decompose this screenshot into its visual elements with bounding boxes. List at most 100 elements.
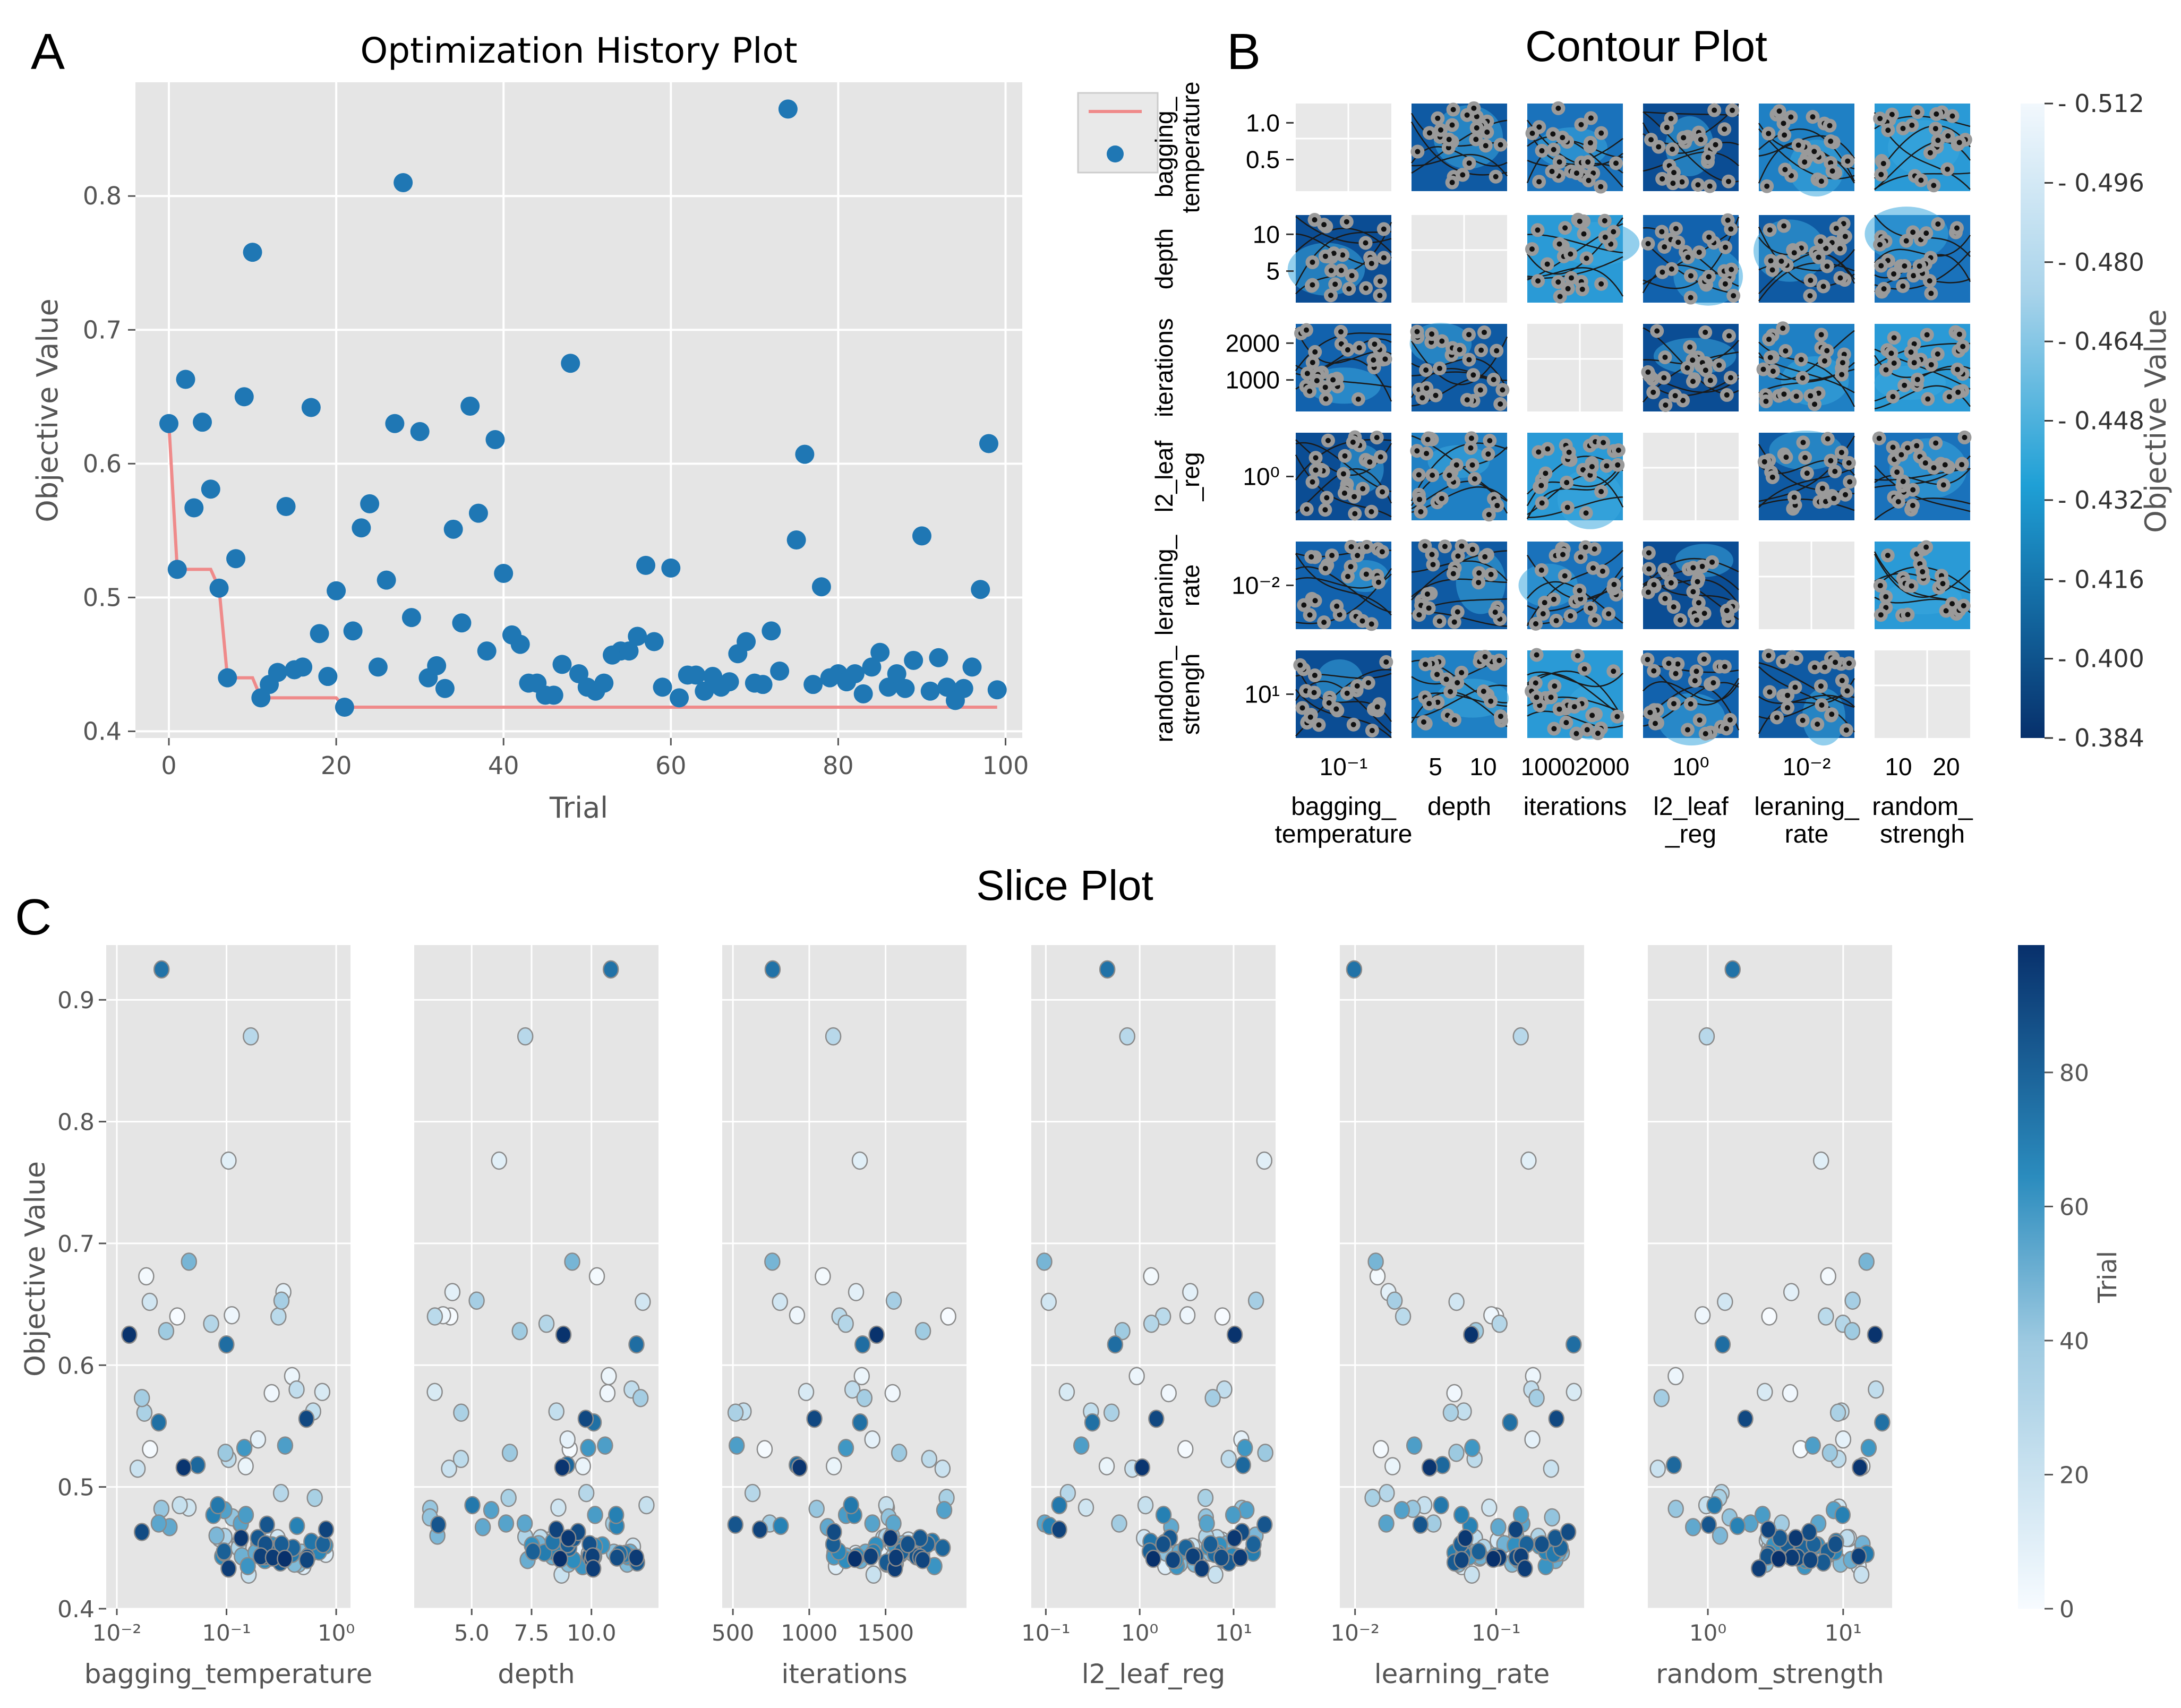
slice-point [921, 1449, 938, 1469]
contour-trial-point [1804, 470, 1810, 476]
contour-trial-point [1645, 657, 1650, 663]
contour-trial-point [1661, 375, 1667, 381]
contour-trial-point [1722, 126, 1727, 132]
contour-trial-point [1466, 332, 1472, 338]
history-point [360, 494, 380, 513]
contour-trial-point [1842, 234, 1848, 239]
contour-trial-point [1681, 135, 1687, 141]
slice-point [934, 1459, 951, 1478]
contour-trial-point [1911, 273, 1917, 279]
history-point [201, 479, 220, 499]
contour-trial-point [1696, 250, 1702, 255]
slice-x-tick-label: 500 [712, 1620, 754, 1646]
contour-trial-point [1310, 282, 1315, 288]
contour-trial-point [1423, 662, 1429, 667]
contour-trial-point [1606, 611, 1612, 617]
contour-trial-point [1545, 446, 1551, 452]
history-point [452, 613, 472, 633]
slice-point [628, 1548, 645, 1567]
contour-cell [1294, 323, 1392, 411]
history-point [636, 555, 656, 575]
contour-trial-point [1476, 570, 1482, 576]
contour-trial-point [1303, 327, 1309, 333]
history-y-ticks: 0.4 0.5 0.6 0.7 0.8 [83, 182, 135, 745]
contour-colorbar-tick-label: - 0.496 [2058, 168, 2144, 197]
contour-trial-point [1723, 726, 1729, 732]
contour-line [1874, 235, 1971, 263]
contour-col-tick: 10⁻¹ [1320, 753, 1368, 780]
slice-point [1051, 1520, 1067, 1539]
contour-line [1643, 151, 1739, 172]
contour-trial-point [1902, 263, 1908, 269]
contour-trial-point [1954, 225, 1960, 231]
contour-trial-point [1468, 445, 1474, 451]
contour-trial-point [1761, 459, 1767, 465]
slice-point [270, 1307, 287, 1326]
contour-trial-point [1348, 564, 1354, 570]
slice-point [550, 1498, 567, 1517]
contour-trial-point [1611, 229, 1616, 235]
contour-trial-point [1678, 617, 1683, 623]
slice-point [259, 1515, 275, 1534]
contour-trial-point [1961, 603, 1966, 608]
contour-trial-point [1807, 293, 1813, 299]
contour-trial-point [1584, 255, 1589, 261]
slice-point [1114, 1321, 1131, 1341]
contour-trial-point [1955, 389, 1961, 395]
contour-trial-point [1928, 362, 1934, 367]
contour-trial-point [1824, 263, 1830, 269]
contour-trial-point [1781, 223, 1787, 229]
contour-cell-empty [1296, 104, 1391, 191]
contour-trial-point [1536, 449, 1542, 455]
contour-trial-point [1685, 254, 1691, 260]
slice-point [453, 1403, 469, 1422]
contour-trial-point [1808, 393, 1814, 399]
contour-trial-point [1313, 467, 1319, 473]
slice-point [1199, 1514, 1215, 1533]
contour-trial-point [1843, 492, 1849, 497]
contour-trial-point [1933, 440, 1939, 446]
contour-row-label: leraning_rate [1150, 534, 1204, 636]
history-x-tick-label: 60 [655, 751, 687, 780]
history-point [853, 684, 873, 703]
slice-point [764, 1252, 781, 1271]
slice-point [1512, 1027, 1529, 1046]
contour-trial-point [1481, 330, 1487, 336]
slice-point [1379, 1483, 1395, 1503]
contour-trial-point [1586, 177, 1592, 183]
contour-trial-point [1466, 160, 1472, 166]
contour-cell [1874, 324, 1971, 411]
contour-trial-point [1310, 259, 1315, 265]
contour-trial-point [1312, 673, 1318, 679]
slice-point [1220, 1449, 1237, 1469]
contour-trial-point [1477, 387, 1483, 393]
contour-trial-point [1883, 605, 1889, 611]
contour-trial-point [1312, 349, 1318, 355]
contour-cell [1641, 324, 1739, 412]
contour-trial-point [1783, 348, 1789, 354]
contour-trial-point [1909, 122, 1915, 128]
contour-trial-point [1459, 543, 1465, 549]
contour-line [1527, 136, 1623, 188]
slice-point [1226, 1325, 1243, 1344]
contour-trial-point [1539, 500, 1545, 506]
contour-trial-point [1453, 462, 1459, 468]
contour-trial-point [1914, 376, 1920, 382]
history-point [327, 581, 346, 600]
slice-point [517, 1027, 534, 1046]
slice-point [1148, 1409, 1165, 1428]
contour-trial-point [1369, 261, 1374, 267]
slice-point [277, 1436, 294, 1455]
contour-trial-point [1414, 448, 1420, 454]
contour-trial-point [1780, 325, 1786, 331]
slice-point [1384, 1457, 1401, 1475]
contour-trial-point [1562, 225, 1568, 231]
contour-cell [1864, 207, 1971, 303]
contour-trial-point [1698, 136, 1704, 142]
contour-cell [1641, 542, 1740, 629]
slice-point [601, 1367, 617, 1386]
slice-point [1185, 1547, 1201, 1566]
contour-trial-point [1706, 273, 1712, 279]
contour-trial-point [1891, 335, 1897, 341]
slice-y-tick-label: 0.7 [57, 1231, 95, 1258]
